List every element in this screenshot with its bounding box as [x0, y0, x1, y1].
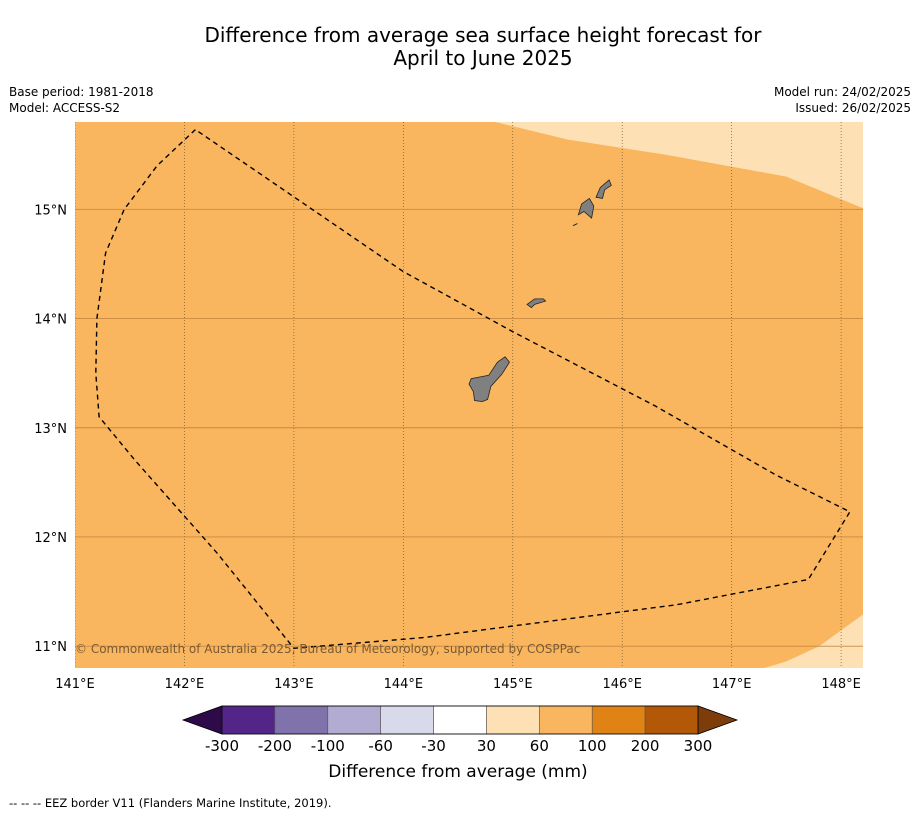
- model-name: Model: ACCESS-S2: [9, 101, 121, 115]
- map-title-line-1: Difference from average sea surface heig…: [204, 23, 762, 47]
- colorbar-extend-high: [697, 705, 739, 735]
- colorbar-segment: [539, 705, 593, 735]
- colorbar-segment: [274, 705, 329, 735]
- anomaly-fill-30-60-zone: [764, 614, 863, 668]
- latitude-tick-label: 11°N: [34, 640, 67, 655]
- island: [526, 298, 547, 309]
- meta-left: Base period: 1981-2018 Model: ACCESS-S2: [9, 84, 154, 116]
- latitude-tick-label: 14°N: [34, 313, 67, 328]
- colorbar-tick-label: 60: [530, 737, 549, 755]
- longitude-tick-label: 147°E: [712, 677, 752, 692]
- island: [595, 179, 612, 199]
- colorbar-segment: [380, 705, 434, 735]
- colorbar-segment: [486, 705, 540, 735]
- island: [577, 197, 595, 219]
- colorbar-tick-label: 30: [477, 737, 496, 755]
- anomaly-fill-30-60-zone: [495, 122, 863, 209]
- eez-legend-note: -- -- -- EEZ border V11 (Flanders Marine…: [9, 796, 332, 810]
- longitude-tick-label: 143°E: [274, 677, 314, 692]
- colorbar-tick-label: 300: [684, 737, 713, 755]
- copyright-notice: © Commonwealth of Australia 2025, Bureau…: [75, 642, 580, 656]
- longitude-tick-label: 148°E: [821, 677, 861, 692]
- latitude-tick-label: 13°N: [34, 422, 67, 437]
- colorbar-segment: [433, 705, 487, 735]
- colorbar-tick-label: -200: [258, 737, 292, 755]
- colorbar-segment: [221, 705, 276, 735]
- forecast-map: © Commonwealth of Australia 2025, Bureau…: [34, 122, 863, 755]
- colorbar-tick-label: 100: [578, 737, 607, 755]
- colorbar-tick-label: -30: [421, 737, 446, 755]
- colorbar-label: Difference from average (mm): [328, 762, 588, 782]
- eez-border-line: [95, 129, 851, 650]
- colorbar-tick-label: 200: [631, 737, 660, 755]
- anomaly-fill-60-100: [75, 122, 863, 668]
- latitude-tick-label: 12°N: [34, 531, 67, 546]
- island: [572, 223, 578, 227]
- latitude-tick-label: 15°N: [34, 203, 67, 218]
- map-title-line-2: April to June 2025: [393, 46, 573, 70]
- issued-date: Issued: 26/02/2025: [795, 101, 911, 115]
- longitude-tick-label: 145°E: [493, 677, 533, 692]
- colorbar-tick-label: -60: [368, 737, 393, 755]
- map-area: © Commonwealth of Australia 2025, Bureau…: [75, 122, 863, 668]
- longitude-tick-label: 146°E: [602, 677, 642, 692]
- colorbar-segment: [327, 705, 381, 735]
- longitude-tick-label: 142°E: [165, 677, 205, 692]
- base-period: Base period: 1981-2018: [9, 85, 154, 99]
- colorbar-segment: [644, 705, 699, 735]
- colorbar-segment: [591, 705, 646, 735]
- colorbar-tick-label: -300: [205, 737, 239, 755]
- colorbar-frame: [221, 705, 699, 735]
- meta-right: Model run: 24/02/2025 Issued: 26/02/2025: [774, 84, 911, 116]
- longitude-tick-label: 141°E: [55, 677, 95, 692]
- longitude-tick-label: 144°E: [384, 677, 424, 692]
- colorbar-extend-low: [181, 705, 223, 735]
- model-run: Model run: 24/02/2025: [773, 85, 911, 99]
- island: [468, 356, 510, 403]
- colorbar-tick-label: -100: [311, 737, 345, 755]
